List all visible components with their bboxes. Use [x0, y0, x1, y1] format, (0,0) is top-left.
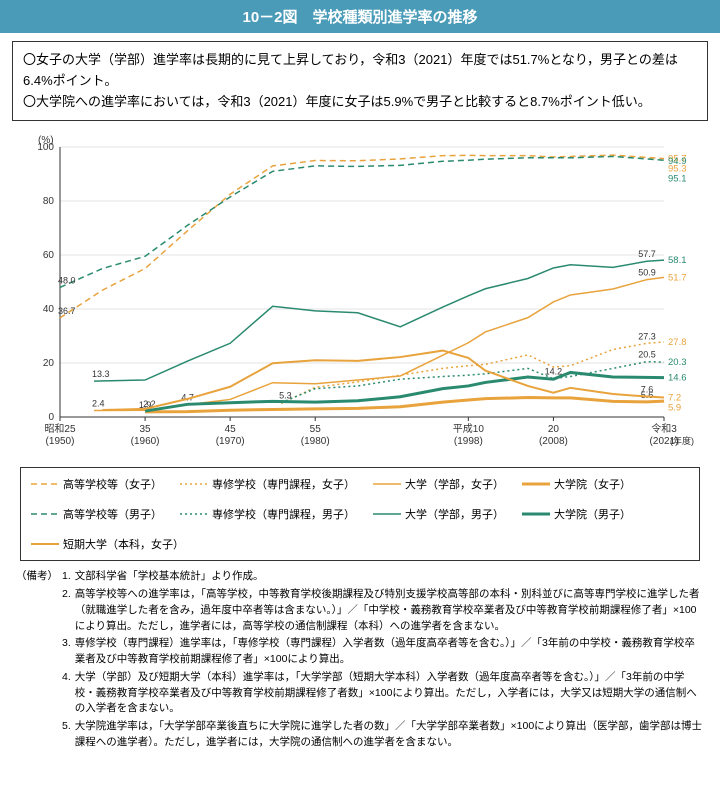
svg-text:48.0: 48.0: [58, 276, 76, 286]
svg-text:40: 40: [43, 304, 55, 315]
note-item: 4.大学（学部）及び短期大学（本科）進学率は，「大学学部（短期大学本科）入学者数…: [62, 670, 704, 717]
svg-text:13.3: 13.3: [92, 369, 110, 379]
svg-text:20: 20: [43, 358, 55, 369]
chart-container: 020406080100(%)昭和25(1950)35(1960)45(1970…: [12, 129, 708, 459]
svg-text:昭和25: 昭和25: [44, 423, 76, 435]
legend-item-jc_f: 短期大学（本科，女子）: [31, 536, 184, 552]
svg-text:57.7: 57.7: [638, 250, 656, 260]
svg-text:27.3: 27.3: [638, 332, 656, 342]
legend-label: 大学院（女子）: [554, 476, 631, 492]
legend-item-uni_m: 大学（学部，男子）: [373, 506, 504, 522]
note-item: 5.大学院進学率は，「大学学部卒業後直ちに大学院に進学した者の数」／「大学学部卒…: [62, 719, 704, 751]
legend-label: 高等学校等（女子）: [63, 476, 162, 492]
legend-item-grad_m: 大学院（男子）: [522, 506, 631, 522]
legend-label: 大学（学部，男子）: [405, 506, 504, 522]
legend-label: 大学院（男子）: [554, 506, 631, 522]
notes-label: （備考）: [16, 569, 58, 752]
legend-item-ss_f: 専修学校（専門課程，女子）: [180, 476, 355, 492]
svg-text:5.9: 5.9: [668, 403, 681, 414]
svg-text:55: 55: [310, 424, 322, 435]
line-chart: 020406080100(%)昭和25(1950)35(1960)45(1970…: [12, 129, 708, 459]
legend-item-uni_f: 大学（学部，女子）: [373, 476, 504, 492]
legend-item-hs_m: 高等学校等（男子）: [31, 506, 162, 522]
legend-label: 短期大学（本科，女子）: [63, 536, 184, 552]
svg-text:(年度): (年度): [670, 435, 694, 446]
svg-text:(1998): (1998): [454, 436, 483, 447]
svg-text:20.5: 20.5: [638, 350, 656, 360]
svg-text:平成10: 平成10: [453, 423, 485, 435]
legend-label: 専修学校（専門課程，男子）: [212, 506, 355, 522]
legend-item-hs_f: 高等学校等（女子）: [31, 476, 162, 492]
svg-text:7.6: 7.6: [641, 385, 654, 395]
svg-text:27.8: 27.8: [668, 337, 687, 348]
legend: 高等学校等（女子） 専修学校（専門課程，女子） 大学（学部，女子） 大学院（女子） 高等…: [20, 467, 700, 561]
svg-text:0: 0: [48, 412, 54, 423]
svg-text:45: 45: [225, 424, 237, 435]
chart-title: 10－2図 学校種類別進学率の推移: [0, 0, 720, 33]
svg-text:20: 20: [548, 424, 560, 435]
legend-label: 高等学校等（男子）: [63, 506, 162, 522]
svg-text:36.7: 36.7: [58, 306, 76, 316]
svg-text:58.1: 58.1: [668, 256, 687, 267]
svg-text:60: 60: [43, 250, 55, 261]
summary-box: 〇女子の大学（学部）進学率は長期的に見て上昇しており，令和3（2021）年度では…: [12, 41, 708, 121]
summary-line-1: 〇女子の大学（学部）進学率は長期的に見て上昇しており，令和3（2021）年度では…: [23, 50, 697, 92]
svg-text:50.9: 50.9: [638, 268, 656, 278]
note-item: 1.文部科学省「学校基本統計」より作成。: [62, 569, 704, 585]
svg-text:94.9: 94.9: [668, 156, 687, 167]
svg-text:(1970): (1970): [216, 436, 245, 447]
svg-text:(2008): (2008): [539, 436, 568, 447]
legend-label: 大学（学部，女子）: [405, 476, 504, 492]
legend-label: 専修学校（専門課程，女子）: [212, 476, 355, 492]
svg-text:20.3: 20.3: [668, 358, 687, 369]
footnotes: （備考） 1.文部科学省「学校基本統計」より作成。 2.高等学校等への進学率は，「…: [16, 569, 704, 752]
svg-text:(%): (%): [38, 135, 54, 146]
svg-text:令和3: 令和3: [651, 422, 677, 435]
note-item: 2.高等学校等への進学率は，「高等学校，中等教育学校後期課程及び特別支援学校高等…: [62, 587, 704, 634]
svg-text:2.4: 2.4: [92, 399, 105, 409]
svg-text:(1960): (1960): [131, 436, 160, 447]
svg-text:35: 35: [140, 424, 152, 435]
svg-text:(1950): (1950): [46, 436, 75, 447]
svg-text:95.1: 95.1: [668, 174, 687, 185]
svg-text:14.6: 14.6: [668, 373, 687, 384]
note-item: 3.専修学校（専門課程）進学率は，「専修学校（専門課程）入学者数（過年度高卒者等…: [62, 636, 704, 668]
svg-text:(1980): (1980): [301, 436, 330, 447]
summary-line-2: 〇大学院への進学率においては，令和3（2021）年度に女子は5.9%で男子と比較…: [23, 92, 697, 113]
svg-text:51.7: 51.7: [668, 273, 687, 284]
legend-item-grad_f: 大学院（女子）: [522, 476, 631, 492]
svg-text:5.3: 5.3: [279, 391, 292, 401]
svg-text:80: 80: [43, 196, 55, 207]
legend-item-ss_m: 専修学校（専門課程，男子）: [180, 506, 355, 522]
